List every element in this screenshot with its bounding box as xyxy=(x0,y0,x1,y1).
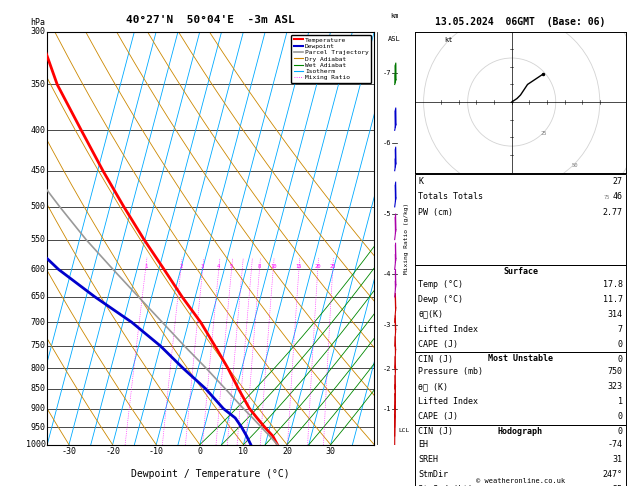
Text: 5: 5 xyxy=(230,264,233,269)
Text: StmDir: StmDir xyxy=(418,470,448,479)
Text: 0: 0 xyxy=(198,447,203,456)
Text: 314: 314 xyxy=(608,310,623,319)
Text: 2.77: 2.77 xyxy=(603,208,623,217)
Text: CIN (J): CIN (J) xyxy=(418,427,454,436)
Text: 17.8: 17.8 xyxy=(603,279,623,289)
Text: -3: -3 xyxy=(383,322,392,328)
Text: Temp (°C): Temp (°C) xyxy=(418,279,464,289)
Text: ASL: ASL xyxy=(388,36,401,42)
Text: θᴇ(K): θᴇ(K) xyxy=(418,310,443,319)
Text: -5: -5 xyxy=(383,210,392,217)
Text: © weatheronline.co.uk: © weatheronline.co.uk xyxy=(476,478,565,484)
Text: SREH: SREH xyxy=(418,455,438,464)
Text: 1: 1 xyxy=(618,397,623,406)
Text: 4: 4 xyxy=(217,264,220,269)
Text: 550: 550 xyxy=(31,235,45,244)
Text: -20: -20 xyxy=(105,447,120,456)
Text: 700: 700 xyxy=(31,318,45,327)
Text: 7: 7 xyxy=(618,325,623,334)
Text: 75: 75 xyxy=(604,195,610,200)
Text: θᴇ (K): θᴇ (K) xyxy=(418,382,448,391)
Text: 0: 0 xyxy=(618,355,623,364)
Text: CAPE (J): CAPE (J) xyxy=(418,412,459,421)
Text: Lifted Index: Lifted Index xyxy=(418,325,478,334)
Text: 323: 323 xyxy=(608,382,623,391)
Text: 8: 8 xyxy=(258,264,261,269)
Text: -8: -8 xyxy=(383,0,392,1)
Text: 0: 0 xyxy=(618,412,623,421)
Text: 750: 750 xyxy=(31,342,45,350)
Text: 600: 600 xyxy=(31,265,45,274)
Text: hPa: hPa xyxy=(31,18,45,27)
Text: PW (cm): PW (cm) xyxy=(418,208,454,217)
Text: 25: 25 xyxy=(613,485,623,486)
Text: Mixing Ratio (g/kg): Mixing Ratio (g/kg) xyxy=(404,203,409,274)
Text: -2: -2 xyxy=(383,366,392,372)
Text: EH: EH xyxy=(418,440,428,449)
Text: 300: 300 xyxy=(31,27,45,36)
Text: 450: 450 xyxy=(31,166,45,175)
Legend: Temperature, Dewpoint, Parcel Trajectory, Dry Adiabat, Wet Adiabat, Isotherm, Mi: Temperature, Dewpoint, Parcel Trajectory… xyxy=(291,35,371,83)
Text: -10: -10 xyxy=(148,447,164,456)
Text: 50: 50 xyxy=(572,163,578,168)
Text: 25: 25 xyxy=(330,264,336,269)
Text: 3: 3 xyxy=(201,264,204,269)
Text: Pressure (mb): Pressure (mb) xyxy=(418,367,483,376)
Text: Totals Totals: Totals Totals xyxy=(418,192,483,202)
Text: km: km xyxy=(391,13,399,19)
Text: CIN (J): CIN (J) xyxy=(418,355,454,364)
Text: Lifted Index: Lifted Index xyxy=(418,397,478,406)
Text: 40°27'N  50°04'E  -3m ASL: 40°27'N 50°04'E -3m ASL xyxy=(126,16,295,25)
Text: Hodograph: Hodograph xyxy=(498,427,543,436)
Text: Dewp (°C): Dewp (°C) xyxy=(418,295,464,304)
Text: Most Unstable: Most Unstable xyxy=(488,354,553,364)
Text: 0: 0 xyxy=(618,340,623,349)
Text: 20: 20 xyxy=(314,264,321,269)
Text: 500: 500 xyxy=(31,202,45,211)
Text: -30: -30 xyxy=(62,447,77,456)
Text: LCL: LCL xyxy=(398,428,409,433)
Text: 800: 800 xyxy=(31,364,45,373)
Text: 11.7: 11.7 xyxy=(603,295,623,304)
Text: kt: kt xyxy=(445,37,454,43)
Text: K: K xyxy=(418,177,423,187)
Text: 0: 0 xyxy=(618,427,623,436)
Text: -6: -6 xyxy=(383,140,392,146)
Text: Dewpoint / Temperature (°C): Dewpoint / Temperature (°C) xyxy=(131,469,290,480)
Text: -7: -7 xyxy=(383,69,392,75)
Text: 15: 15 xyxy=(296,264,302,269)
Text: -1: -1 xyxy=(383,406,392,412)
Text: 850: 850 xyxy=(31,384,45,394)
Text: 750: 750 xyxy=(608,367,623,376)
Text: 31: 31 xyxy=(613,455,623,464)
Text: 46: 46 xyxy=(613,192,623,202)
Text: 27: 27 xyxy=(613,177,623,187)
Text: Surface: Surface xyxy=(503,267,538,276)
Text: StmSpd (kt): StmSpd (kt) xyxy=(418,485,473,486)
Text: 650: 650 xyxy=(31,293,45,301)
Text: 247°: 247° xyxy=(603,470,623,479)
Text: 900: 900 xyxy=(31,404,45,413)
Text: 30: 30 xyxy=(326,447,336,456)
Text: -74: -74 xyxy=(608,440,623,449)
Text: 13.05.2024  06GMT  (Base: 06): 13.05.2024 06GMT (Base: 06) xyxy=(435,17,606,27)
Text: 400: 400 xyxy=(31,126,45,135)
Text: CAPE (J): CAPE (J) xyxy=(418,340,459,349)
Text: 10: 10 xyxy=(270,264,277,269)
Text: 950: 950 xyxy=(31,423,45,432)
Text: 20: 20 xyxy=(282,447,292,456)
Text: 350: 350 xyxy=(31,80,45,89)
Text: 1000: 1000 xyxy=(26,440,45,449)
Text: -4: -4 xyxy=(383,271,392,277)
Text: 2: 2 xyxy=(179,264,182,269)
Text: 25: 25 xyxy=(540,131,547,136)
Text: 1: 1 xyxy=(144,264,147,269)
Text: 10: 10 xyxy=(238,447,248,456)
